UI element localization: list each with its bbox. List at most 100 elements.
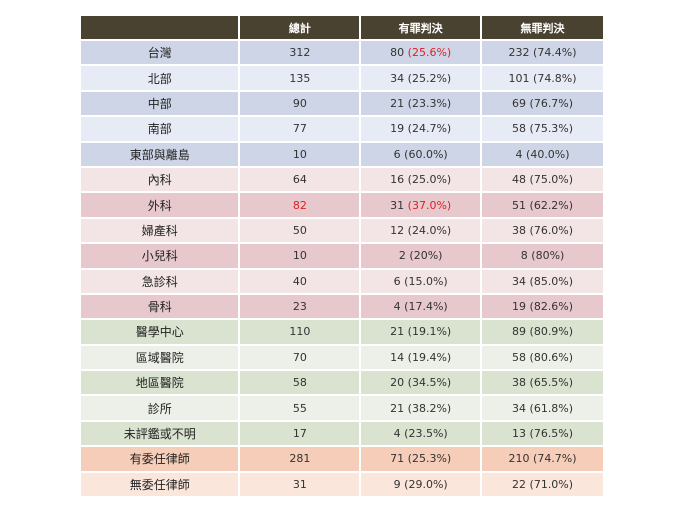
row-label: 急診科: [81, 269, 239, 293]
not-guilty-cell: 101 (74.8%): [482, 66, 603, 90]
total-cell: 58: [240, 371, 360, 395]
header-guilty: 有罪判決: [361, 16, 481, 39]
guilty-count: 14: [390, 350, 405, 364]
table-row: 南部 77 19 (24.7%) 58 (75.3%): [81, 117, 603, 141]
guilty-cell: 31 (37.0%): [361, 193, 481, 217]
total-cell: 312: [240, 41, 360, 65]
guilty-count: 21: [390, 325, 405, 339]
guilty-cell: 21 (23.3%): [361, 91, 481, 116]
table-row: 急診科 40 6 (15.0%) 34 (85.0%): [81, 269, 603, 293]
total-cell: 23: [240, 294, 360, 319]
guilty-count: 34: [390, 71, 405, 85]
total-cell: 10: [240, 244, 360, 268]
table-row: 北部 135 34 (25.2%) 101 (74.8%): [81, 66, 603, 90]
guilty-cell: 6 (60.0%): [361, 142, 481, 166]
guilty-pct: (25.6%): [407, 46, 452, 60]
row-label: 東部與離島: [81, 142, 239, 166]
guilty-pct: (15.0%): [404, 274, 448, 288]
guilty-cell: 19 (24.7%): [361, 117, 481, 141]
row-label: 內科: [81, 167, 239, 192]
guilty-pct: (38.2%): [407, 401, 452, 415]
guilty-cell: 20 (34.5%): [361, 371, 481, 395]
total-cell: 281: [240, 447, 360, 471]
guilty-pct: (24.0%): [407, 223, 452, 237]
total-cell: 10: [240, 142, 360, 166]
not-guilty-cell: 89 (80.9%): [482, 320, 603, 344]
guilty-count: 6: [393, 147, 401, 161]
total-cell: 64: [240, 167, 360, 192]
total-cell: 90: [240, 91, 360, 116]
table-row: 無委任律師 31 9 (29.0%) 22 (71.0%): [81, 472, 603, 497]
not-guilty-cell: 69 (76.7%): [482, 91, 603, 116]
total-cell: 135: [240, 66, 360, 90]
row-label: 醫學中心: [81, 320, 239, 344]
guilty-count: 4: [393, 427, 401, 441]
guilty-pct: (25.3%): [407, 452, 452, 466]
guilty-pct: (24.7%): [407, 122, 452, 136]
not-guilty-cell: 22 (71.0%): [482, 472, 603, 497]
guilty-cell: 80 (25.6%): [361, 41, 481, 65]
guilty-count: 16: [390, 173, 405, 187]
guilty-count: 80: [390, 46, 405, 60]
header-row: 總計 有罪判決 無罪判決: [81, 16, 603, 39]
guilty-pct: (25.0%): [407, 173, 452, 187]
guilty-count: 21: [390, 401, 405, 415]
total-cell: 110: [240, 320, 360, 344]
guilty-pct: (37.0%): [407, 198, 452, 212]
not-guilty-cell: 38 (76.0%): [482, 218, 603, 243]
total-cell: 17: [240, 421, 360, 446]
row-label: 外科: [81, 193, 239, 217]
guilty-cell: 2 (20%): [361, 244, 481, 268]
guilty-count: 2: [398, 249, 406, 263]
row-label: 小兒科: [81, 244, 239, 268]
not-guilty-cell: 19 (82.6%): [482, 294, 603, 319]
guilty-count: 12: [390, 223, 405, 237]
table-row: 區域醫院 70 14 (19.4%) 58 (80.6%): [81, 345, 603, 370]
header-total: 總計: [240, 16, 360, 39]
guilty-cell: 6 (15.0%): [361, 269, 481, 293]
total-cell: 77: [240, 117, 360, 141]
row-label: 有委任律師: [81, 447, 239, 471]
guilty-pct: (19.4%): [407, 350, 452, 364]
guilty-count: 31: [390, 198, 405, 212]
guilty-pct: (60.0%): [404, 147, 448, 161]
total-cell: 40: [240, 269, 360, 293]
guilty-count: 20: [390, 376, 405, 390]
total-cell: 50: [240, 218, 360, 243]
not-guilty-cell: 38 (65.5%): [482, 371, 603, 395]
guilty-pct: (20%): [409, 249, 443, 263]
guilty-cell: 12 (24.0%): [361, 218, 481, 243]
table-row: 內科 64 16 (25.0%) 48 (75.0%): [81, 167, 603, 192]
not-guilty-cell: 34 (61.8%): [482, 396, 603, 420]
row-label: 地區醫院: [81, 371, 239, 395]
total-cell: 70: [240, 345, 360, 370]
total-cell: 82: [240, 193, 360, 217]
table-row: 有委任律師 281 71 (25.3%) 210 (74.7%): [81, 447, 603, 471]
not-guilty-cell: 48 (75.0%): [482, 167, 603, 192]
guilty-count: 19: [390, 122, 405, 136]
guilty-count: 71: [390, 452, 405, 466]
table-row: 台灣 312 80 (25.6%) 232 (74.4%): [81, 41, 603, 65]
row-label: 未評鑑或不明: [81, 421, 239, 446]
row-label: 區域醫院: [81, 345, 239, 370]
row-label: 骨科: [81, 294, 239, 319]
header-blank: [81, 16, 239, 39]
guilty-pct: (29.0%): [404, 477, 448, 491]
row-label: 南部: [81, 117, 239, 141]
table-row: 地區醫院 58 20 (34.5%) 38 (65.5%): [81, 371, 603, 395]
guilty-cell: 71 (25.3%): [361, 447, 481, 471]
guilty-pct: (25.2%): [407, 71, 452, 85]
not-guilty-cell: 51 (62.2%): [482, 193, 603, 217]
verdict-table: 總計 有罪判決 無罪判決 台灣 312 80 (25.6%) 232 (74.4%) …: [79, 14, 605, 498]
header-not-guilty: 無罪判決: [482, 16, 603, 39]
row-label: 北部: [81, 66, 239, 90]
total-cell: 55: [240, 396, 360, 420]
table-row: 醫學中心 110 21 (19.1%) 89 (80.9%): [81, 320, 603, 344]
guilty-cell: 4 (23.5%): [361, 421, 481, 446]
guilty-count: 6: [393, 274, 401, 288]
row-label: 無委任律師: [81, 472, 239, 497]
guilty-pct: (17.4%): [404, 300, 448, 314]
guilty-cell: 4 (17.4%): [361, 294, 481, 319]
not-guilty-cell: 34 (85.0%): [482, 269, 603, 293]
table-row: 未評鑑或不明 17 4 (23.5%) 13 (76.5%): [81, 421, 603, 446]
